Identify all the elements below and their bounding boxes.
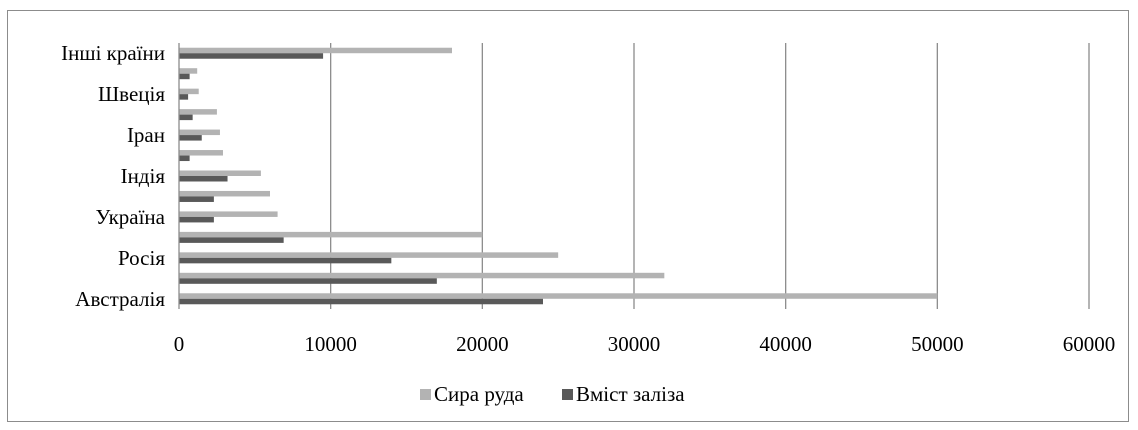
bar-raw-ore [179, 211, 278, 217]
legend-swatch-iron-content [562, 389, 573, 400]
bar-iron-content [179, 298, 543, 305]
bar-raw-ore [179, 190, 270, 197]
category-label: Інші країни [61, 41, 165, 65]
bar-iron-content [179, 176, 228, 182]
bar-iron-content [179, 237, 284, 243]
bar-chart: Австралія Росія Україна Індія Іран Швеція Інші… [61, 41, 1116, 406]
bar-raw-ore [179, 109, 217, 115]
category-label: Австралія [75, 287, 165, 311]
bar-iron-content [179, 216, 214, 223]
bar-raw-ore [179, 47, 452, 54]
x-tick-label: 20000 [456, 332, 509, 356]
bar-raw-ore [179, 170, 261, 176]
bar-iron-content [179, 53, 324, 59]
x-tick-label: 50000 [911, 332, 964, 356]
legend-label-iron-content: Вміст заліза [576, 382, 685, 406]
bar-iron-content [179, 196, 214, 202]
x-tick-label: 40000 [759, 332, 812, 356]
bar-iron-content [179, 73, 190, 80]
bar-iron-content [179, 94, 189, 100]
x-tick-label: 60000 [1063, 332, 1116, 356]
category-label: Україна [96, 205, 166, 229]
x-tick-label: 10000 [304, 332, 357, 356]
bar-raw-ore [179, 68, 198, 74]
x-tick-label: 0 [174, 332, 185, 356]
category-label: Росія [118, 246, 165, 270]
category-label: Індія [121, 164, 166, 188]
category-label: Іран [127, 123, 165, 147]
bar-iron-content [179, 114, 193, 121]
bar-iron-content [179, 257, 392, 264]
bar-iron-content [179, 135, 202, 141]
bar-raw-ore [179, 252, 559, 258]
bar-iron-content [179, 155, 190, 162]
x-tick-label: 30000 [608, 332, 661, 356]
bar-raw-ore [179, 293, 938, 299]
bar-iron-content [179, 278, 437, 284]
category-label: Швеція [98, 82, 165, 106]
bar-raw-ore [179, 150, 223, 156]
chart-frame: Австралія Росія Україна Індія Іран Швеція Інші… [7, 10, 1129, 422]
bar-raw-ore [179, 88, 199, 95]
bar-raw-ore [179, 231, 483, 238]
bar-raw-ore [179, 129, 220, 136]
legend-swatch-raw-ore [420, 389, 431, 400]
bar-raw-ore [179, 272, 665, 279]
legend-label-raw-ore: Сира руда [434, 382, 524, 406]
